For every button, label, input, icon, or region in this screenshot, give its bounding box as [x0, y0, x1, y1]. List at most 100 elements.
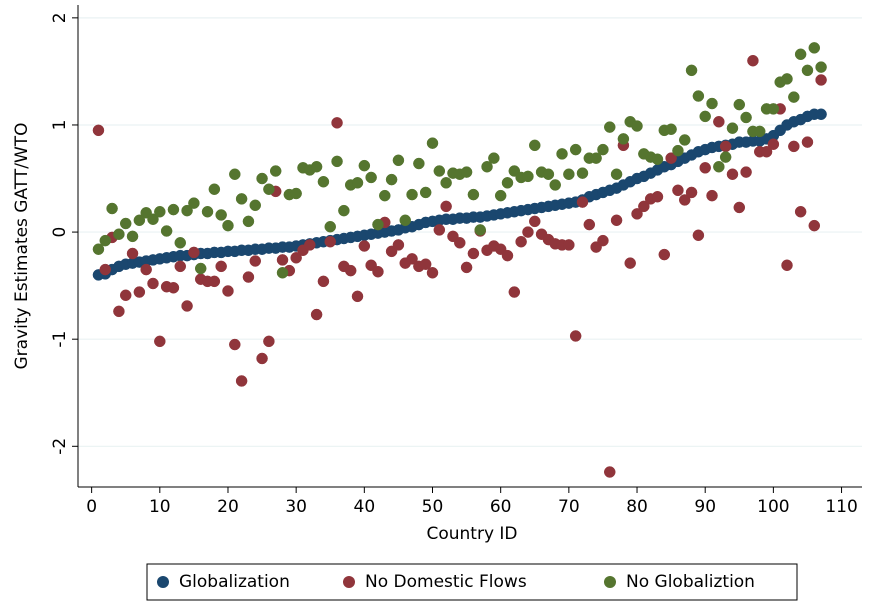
point [365, 171, 377, 184]
point [501, 177, 514, 189]
point [488, 152, 500, 164]
point [229, 168, 241, 180]
legend-marker [157, 576, 169, 588]
point [740, 111, 752, 124]
point [699, 162, 711, 174]
point [113, 228, 125, 240]
point [590, 152, 602, 164]
point [563, 239, 575, 251]
point [406, 188, 418, 201]
point [338, 204, 350, 217]
y-tick-label: 2 [50, 12, 70, 23]
point [740, 166, 752, 178]
point [113, 305, 125, 318]
point [699, 110, 711, 123]
point [140, 263, 152, 276]
point [324, 235, 336, 248]
point [433, 165, 446, 177]
point [92, 243, 105, 255]
point [651, 190, 664, 203]
point [201, 205, 214, 218]
point [733, 201, 746, 214]
point [317, 275, 330, 288]
point [706, 189, 718, 202]
x-tick-label: 40 [354, 497, 376, 517]
point [665, 152, 677, 164]
point [460, 261, 473, 274]
point [385, 173, 398, 186]
y-tick-label: 0 [50, 227, 70, 238]
point [692, 229, 705, 242]
point [706, 97, 718, 110]
point [92, 124, 105, 137]
point [794, 205, 807, 218]
point [372, 218, 384, 231]
point [474, 224, 486, 236]
point [372, 265, 384, 278]
point [208, 275, 221, 288]
x-tick-label: 0 [86, 497, 97, 517]
point [576, 167, 589, 179]
legend-marker [343, 576, 355, 588]
x-tick-label: 30 [285, 497, 307, 517]
point [808, 219, 821, 232]
point [215, 260, 227, 273]
point [685, 186, 698, 199]
point [610, 214, 623, 227]
point [419, 186, 432, 199]
point [256, 352, 268, 365]
point [344, 264, 357, 277]
point [392, 239, 405, 251]
point [508, 286, 521, 298]
point [801, 136, 814, 148]
point [617, 133, 630, 145]
point [263, 335, 275, 348]
point [515, 235, 527, 248]
point [440, 177, 452, 189]
point [597, 143, 609, 156]
point [719, 151, 732, 163]
point [99, 234, 112, 247]
point [119, 289, 132, 302]
point [167, 203, 180, 216]
point [522, 226, 534, 238]
point [569, 143, 582, 156]
y-tick-label: 1 [50, 120, 70, 131]
point [276, 267, 289, 279]
point [379, 189, 391, 202]
point [794, 48, 807, 61]
x-tick-label: 60 [490, 497, 512, 517]
point [419, 258, 432, 270]
y-tick-label: -1 [50, 331, 70, 348]
point [685, 64, 698, 77]
point [208, 183, 221, 195]
point [733, 98, 746, 111]
point [331, 117, 343, 129]
point [494, 189, 507, 202]
point [788, 91, 800, 103]
point [167, 282, 180, 294]
point [624, 257, 636, 269]
x-axis-label: Country ID [426, 524, 517, 544]
point [106, 202, 118, 215]
point [542, 168, 555, 180]
legend-label: No Globaliztion [626, 572, 755, 592]
point [651, 153, 664, 165]
legend-box [146, 563, 798, 601]
point [426, 137, 439, 149]
point [597, 234, 609, 247]
point [222, 285, 234, 297]
point [713, 116, 725, 128]
point [242, 271, 255, 283]
point [188, 197, 200, 209]
point [235, 375, 248, 387]
point [583, 218, 596, 231]
point [747, 54, 759, 67]
point [222, 219, 234, 232]
point [413, 157, 425, 170]
legend-label: Globalization [179, 572, 290, 592]
point [215, 209, 227, 221]
point [529, 215, 541, 228]
point [815, 61, 827, 73]
point [290, 187, 302, 200]
